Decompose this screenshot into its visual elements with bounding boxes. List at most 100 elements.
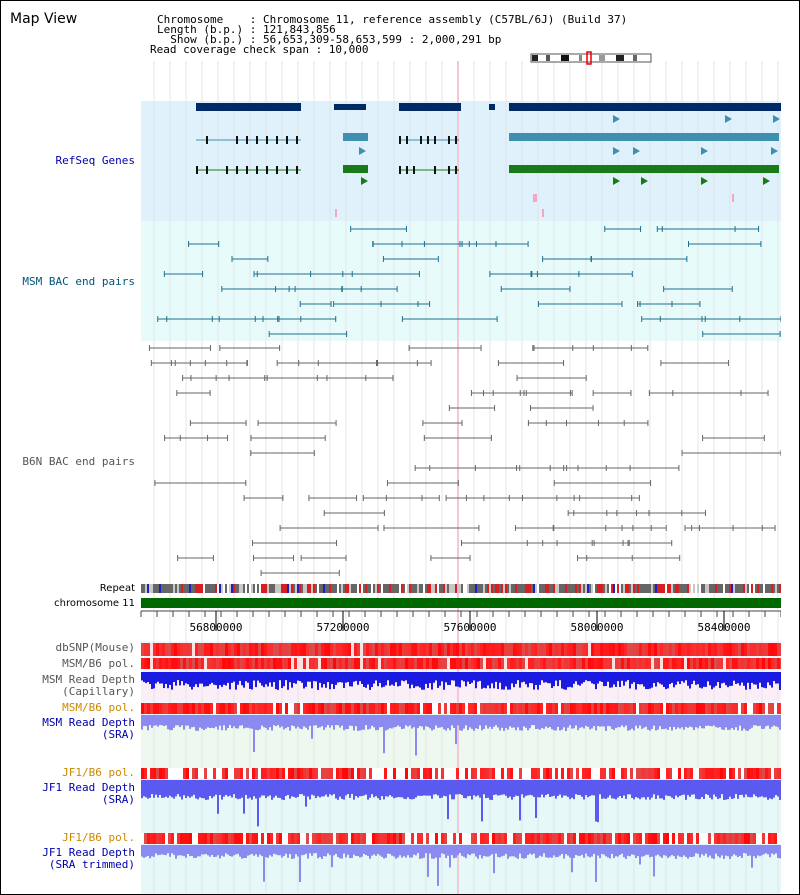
msm-b6-pol-cell-2	[609, 703, 612, 714]
msm-b6-pol-cell-2	[249, 703, 252, 714]
jf1-depth-trimmed-label[interactable]: JF1 Read Depth	[42, 846, 135, 859]
msm-sra-depth-bar	[409, 715, 411, 726]
jf1-b6-pol-cell-2	[345, 833, 348, 844]
msm-sra-depth-bar	[667, 715, 669, 730]
jf1-sra-depth-bar	[503, 780, 505, 795]
jf1-b6-pol-cell-2	[450, 833, 453, 844]
dbsnp-cell	[306, 643, 309, 656]
jf1-b6-pol-cell	[699, 768, 702, 779]
msm-b6-pol-cell	[363, 658, 366, 669]
dbsnp-cell	[213, 643, 216, 656]
jf1-b6-pol-cell	[366, 768, 369, 779]
dbsnp-cell	[246, 643, 249, 656]
repeat-mark	[143, 584, 145, 593]
msm-capillary-depth-bar	[691, 672, 693, 685]
jf1-trimmed-depth-bar	[229, 845, 231, 857]
msm-sra-depth-bar	[471, 715, 473, 729]
msm-b6-pol-cell	[225, 658, 228, 669]
repeat-mark	[625, 584, 627, 593]
repeat-mark	[309, 584, 311, 593]
jf1-sra-depth-bar	[701, 780, 703, 798]
msm-capillary-depth-bar	[173, 672, 175, 683]
msm-capillary-depth-bar	[473, 672, 475, 681]
repeat-mark	[193, 584, 195, 593]
jf1-sra-depth-bar	[323, 780, 325, 797]
repeat-mark	[215, 584, 217, 593]
jf1-b6-pol-cell	[141, 768, 144, 779]
jf1-sra-depth-bar	[655, 780, 657, 799]
repeat-mark	[365, 584, 367, 593]
jf1-trimmed-depth-bar	[215, 845, 217, 857]
msm-sra-depth-bar	[325, 715, 327, 728]
jf1-b6-pol-cell	[573, 768, 576, 779]
msm-sra-depth-bar	[451, 715, 453, 726]
jf1-sra-depth-bar	[247, 780, 249, 799]
msm-capillary-depth-bar	[275, 672, 277, 690]
jf1-sra-depth-bar	[719, 780, 721, 799]
dbsnp-cell	[738, 643, 741, 656]
msm-b6-pol-cell-2	[561, 703, 564, 714]
msm-b6-pol-cell-2	[507, 703, 510, 714]
jf1-trimmed-depth-bar	[541, 845, 543, 857]
repeat-mark	[183, 584, 185, 593]
msm-sra-depth-bar	[537, 715, 539, 729]
jf1-b6-pol-cell-2	[336, 833, 339, 844]
msm-sra-depth-bar	[327, 715, 329, 726]
repeat-mark	[191, 584, 193, 593]
jf1-b6-pol-label[interactable]: JF1/B6 pol.	[62, 766, 135, 779]
msm-b6-pol-label[interactable]: MSM/B6 pol.	[62, 657, 135, 670]
msm-capillary-depth-bar	[619, 672, 621, 687]
repeat-mark	[283, 584, 285, 593]
msm-sra-depth-bar	[223, 715, 225, 726]
refseq-genes-label[interactable]: RefSeq Genes	[55, 154, 135, 167]
repeat-mark	[369, 584, 371, 593]
jf1-sra-depth-bar	[461, 780, 463, 796]
msm-capillary-depth-bar	[493, 672, 495, 689]
msm-capillary-depth-bar	[389, 672, 391, 686]
jf1-trimmed-depth-bar	[739, 845, 741, 856]
jf1-sra-depth-bar	[321, 780, 323, 797]
msm-sra-depth-bar	[205, 715, 207, 729]
jf1-sra-depth-bar	[571, 780, 573, 798]
msm-b6-pol-cell	[639, 658, 642, 669]
jf1-b6-pol-cell	[429, 768, 432, 779]
jf1-b6-pol-label-2[interactable]: JF1/B6 pol.	[62, 831, 135, 844]
jf1-sra-depth-bar	[659, 780, 661, 799]
dbsnp-cell	[465, 643, 468, 656]
msm-capillary-depth-bar	[549, 672, 551, 684]
msm-sra-depth-bar	[245, 715, 247, 728]
dbsnp-cell	[531, 643, 534, 656]
repeat-mark	[311, 584, 313, 593]
b6n-bac-label[interactable]: B6N BAC end pairs	[22, 455, 135, 468]
repeat-mark	[407, 584, 409, 593]
msm-b6-pol-label-2[interactable]: MSM/B6 pol.	[62, 701, 135, 714]
repeat-mark	[275, 584, 277, 593]
jf1-b6-pol-cell	[459, 768, 462, 779]
dbsnp-label[interactable]: dbSNP(Mouse)	[55, 641, 135, 654]
msm-sra-depth-bar	[295, 715, 297, 729]
gene-arrow	[359, 147, 366, 155]
msm-b6-pol-cell	[360, 658, 363, 669]
msm-b6-pol-cell-2	[378, 703, 381, 714]
jf1-b6-pol-cell	[696, 768, 699, 779]
msm-b6-pol-cell	[255, 658, 258, 669]
msm-capillary-depth-bar	[677, 672, 679, 682]
jf1-b6-pol-cell	[726, 768, 729, 779]
repeat-mark	[455, 584, 457, 593]
jf1-trimmed-depth-bar	[167, 845, 169, 854]
msm-depth-sra-label[interactable]: MSM Read Depth	[42, 716, 135, 729]
msm-sra-depth-bar	[239, 715, 241, 726]
msm-capillary-depth-bar	[529, 672, 531, 684]
msm-b6-pol-cell	[366, 658, 369, 669]
repeat-mark	[683, 584, 685, 593]
msm-depth-capillary-label[interactable]: MSM Read Depth	[42, 673, 135, 686]
msm-b6-pol-cell-2	[267, 703, 270, 714]
msm-bac-label[interactable]: MSM BAC end pairs	[22, 275, 135, 288]
msm-sra-depth-bar	[523, 715, 525, 727]
jf1-sra-depth-bar	[281, 780, 283, 800]
gene-block	[509, 103, 781, 111]
jf1-trimmed-depth-bar	[627, 845, 629, 856]
repeat-mark	[607, 584, 609, 593]
jf1-depth-sra-label[interactable]: JF1 Read Depth	[42, 781, 135, 794]
